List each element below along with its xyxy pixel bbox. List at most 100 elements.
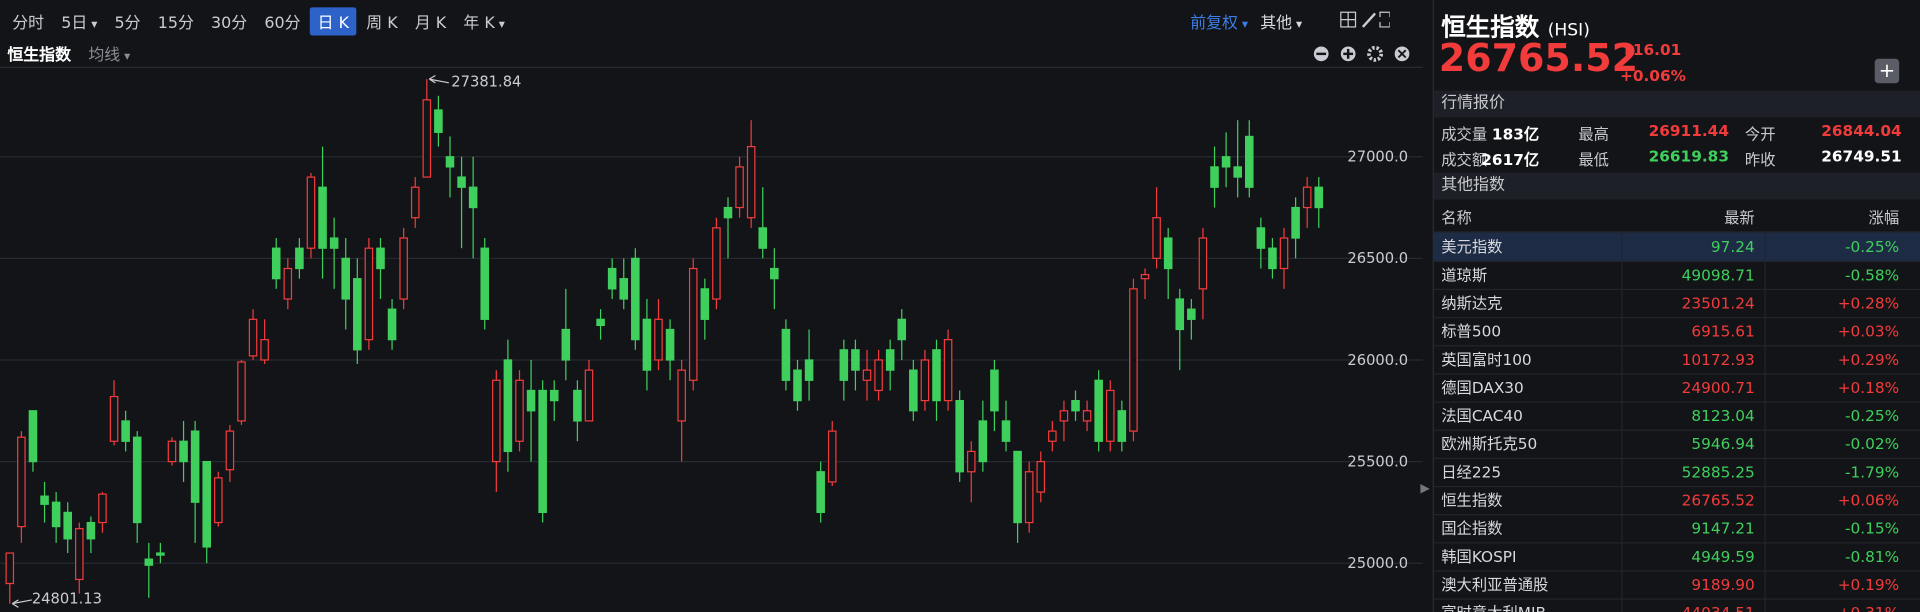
section-title: 行情报价 xyxy=(1433,90,1920,118)
tab[interactable]: 5分 xyxy=(114,14,141,34)
column-divider xyxy=(1764,232,1766,261)
index-row[interactable]: 法国CAC40 8123.04 -0.25% xyxy=(1433,401,1920,431)
y-tick-label: 25500.0 xyxy=(1347,453,1408,470)
index-change: -0.25% xyxy=(1845,237,1900,256)
tab[interactable]: 分时 xyxy=(12,14,45,34)
quote-code: (HSI) xyxy=(1547,20,1590,41)
index-row[interactable]: 标普500 6915.61 +0.03% xyxy=(1433,317,1920,347)
tool-icons[interactable] xyxy=(1314,10,1391,30)
candle-body xyxy=(1094,379,1103,442)
column-divider xyxy=(1621,570,1623,599)
index-name: 恒生指数 xyxy=(1441,490,1503,510)
candle-body xyxy=(271,247,281,280)
tab[interactable]: 15分 xyxy=(157,14,194,34)
candle-body xyxy=(827,430,837,483)
candlestick-chart: 25000.0 25500.0 26000.0 26500.0 27000.0 27381… xyxy=(0,66,1423,608)
candle-body xyxy=(1302,186,1312,209)
candle-body xyxy=(399,237,408,300)
candle-body xyxy=(642,318,652,371)
candle-body xyxy=(688,267,698,381)
tab[interactable]: 30分 xyxy=(211,14,248,34)
candle-body xyxy=(549,389,559,402)
column-divider xyxy=(1764,570,1766,599)
index-row[interactable]: 欧洲斯托克50 5946.94 -0.02% xyxy=(1433,429,1920,459)
tab[interactable]: 60分 xyxy=(264,14,301,34)
toolbar-right: 前复权 其他 xyxy=(1190,10,1391,33)
index-row[interactable]: 道琼斯 49098.71 -0.58% xyxy=(1433,260,1920,291)
index-change: +0.03% xyxy=(1837,321,1900,341)
index-row[interactable]: 英国富时100 10172.93 +0.29% xyxy=(1433,345,1920,375)
index-row[interactable]: 澳大利亚普通股 9189.90 +0.19% xyxy=(1433,570,1920,600)
quote-panel: 恒生指数 (HSI) 26765.52 ↑16.01 +0.06% + 行情报价… xyxy=(1432,0,1920,612)
max-label: 27381.84 xyxy=(451,73,521,90)
chart-header: 恒生指数 均线 xyxy=(7,42,130,65)
candle-body xyxy=(28,410,38,463)
candle-body xyxy=(17,436,26,528)
candle-body xyxy=(1001,420,1011,442)
tab[interactable]: 月 K xyxy=(414,14,447,34)
candle-body xyxy=(1152,217,1161,259)
candle-body xyxy=(735,166,744,209)
candle-body xyxy=(1279,237,1289,270)
quote-label: 最高 xyxy=(1578,124,1609,144)
candle-body xyxy=(376,247,385,270)
candle-body xyxy=(364,247,374,341)
add-button[interactable]: + xyxy=(1874,58,1900,84)
candle-body xyxy=(804,359,814,381)
indicator-dropdown[interactable]: 均线 xyxy=(88,47,130,65)
column-divider xyxy=(1764,373,1766,402)
index-latest: 26765.52 xyxy=(1681,490,1755,510)
candle-body xyxy=(1013,450,1022,524)
index-name: 国企指数 xyxy=(1441,518,1503,538)
column-header: 最新 xyxy=(1724,208,1755,227)
candle-body xyxy=(63,511,73,540)
index-row[interactable]: 日经225 52885.25 -1.79% xyxy=(1433,457,1920,488)
candle-body xyxy=(225,430,235,471)
collapse-arrow[interactable]: ▶ xyxy=(1420,482,1430,496)
candle-body xyxy=(1175,298,1185,331)
candle-body xyxy=(283,267,293,300)
chart-controls[interactable] xyxy=(1310,44,1418,64)
candle-body xyxy=(816,471,825,514)
quote-label: 昨收 xyxy=(1744,150,1776,169)
candle-body xyxy=(1314,186,1324,209)
index-name: 欧洲斯托克50 xyxy=(1441,434,1538,453)
adjust-dropdown[interactable]: 前复权 xyxy=(1190,10,1248,33)
quote-value: 2617亿 xyxy=(1481,150,1540,169)
tab[interactable]: 年 K xyxy=(456,7,512,35)
candle-body xyxy=(665,328,675,361)
index-latest: 52885.25 xyxy=(1681,462,1755,482)
index-row[interactable]: 恒生指数 26765.52 +0.06% xyxy=(1433,485,1920,516)
index-row[interactable]: 纳斯达克 23501.24 +0.28% xyxy=(1433,288,1920,319)
candle-body xyxy=(202,460,212,548)
index-change: +0.06% xyxy=(1837,490,1900,510)
quote-value: 26749.51 xyxy=(1821,146,1902,166)
candle-body xyxy=(237,361,246,422)
max-arrow xyxy=(428,74,449,84)
index-change: -0.25% xyxy=(1845,406,1900,425)
more-dropdown[interactable]: 其他 xyxy=(1260,10,1302,33)
index-row[interactable]: 美元指数 97.24 -0.25% xyxy=(1433,232,1920,262)
index-row[interactable]: 国企指数 9147.21 -0.15% xyxy=(1433,514,1920,544)
index-row[interactable]: 韩国KOSPI 4949.59 -0.81% xyxy=(1433,542,1920,572)
candle-body xyxy=(1140,274,1150,280)
tab[interactable]: 周 K xyxy=(366,14,398,34)
candle-body xyxy=(480,247,490,320)
candle-body xyxy=(306,176,316,249)
column-divider xyxy=(1764,345,1766,374)
candle-body xyxy=(654,318,663,361)
candle-body xyxy=(468,186,478,209)
index-name: 法国CAC40 xyxy=(1441,406,1523,425)
tab-active[interactable]: 日 K xyxy=(310,7,357,36)
candle-body xyxy=(851,349,860,371)
chart-name: 恒生指数 xyxy=(7,46,72,65)
candle-body xyxy=(121,420,130,442)
column-divider xyxy=(1764,598,1766,612)
index-row[interactable]: 富时意大利MIB 44034.51 +0.31% xyxy=(1434,598,1920,612)
column-divider xyxy=(1764,542,1766,571)
index-row[interactable]: 德国DAX30 24900.71 +0.18% xyxy=(1433,373,1920,403)
quote-value: 26844.04 xyxy=(1821,121,1902,140)
candle-body xyxy=(1291,206,1300,239)
tab[interactable]: 5日 xyxy=(54,7,105,35)
candle-body xyxy=(179,440,188,463)
